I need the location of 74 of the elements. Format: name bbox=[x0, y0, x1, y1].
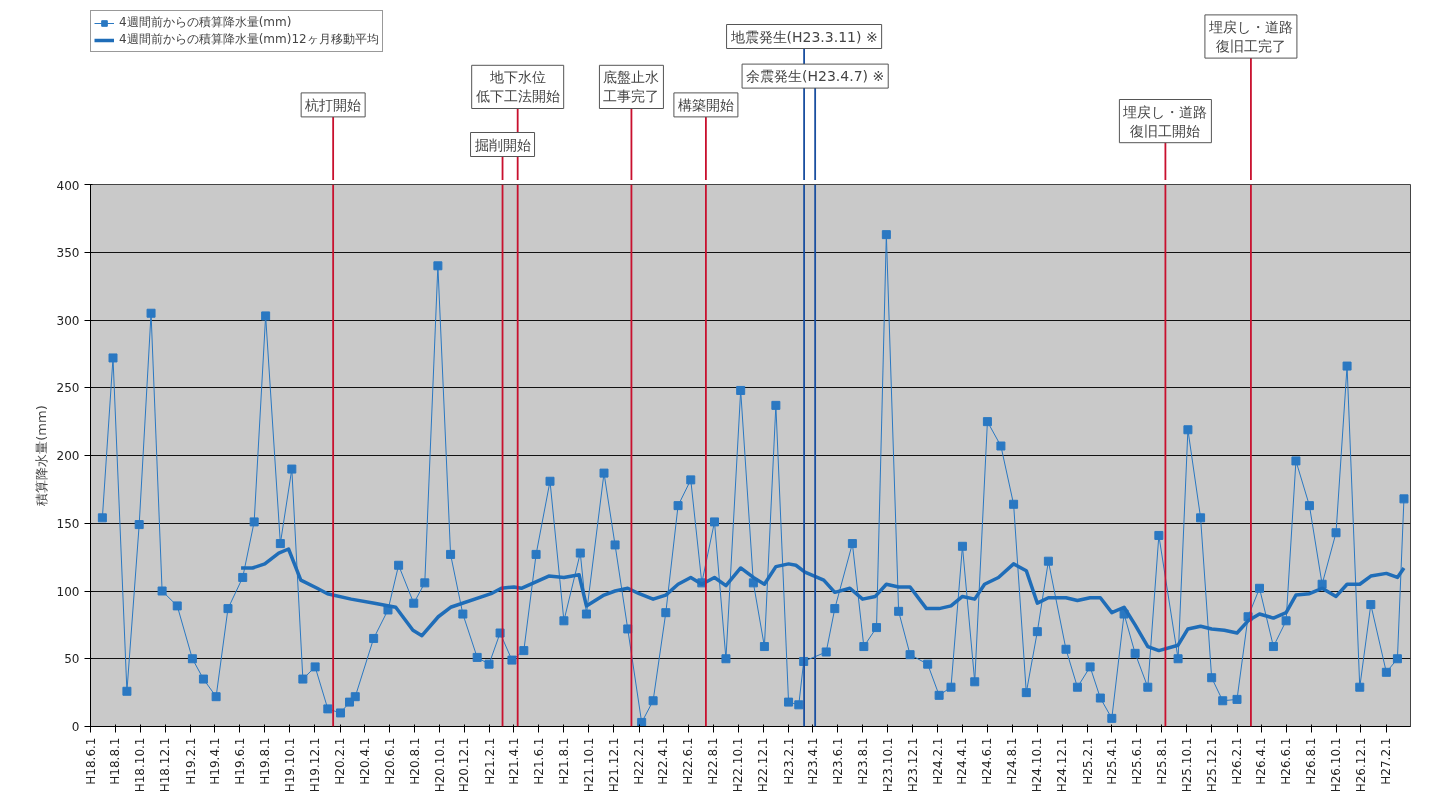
x-tick-label: H24.8.1 bbox=[1005, 737, 1020, 785]
x-tick-label: H25.2.1 bbox=[1080, 737, 1095, 785]
x-tick-label: H21.10.1 bbox=[581, 737, 596, 793]
x-tick-label: H20.6.1 bbox=[382, 737, 397, 785]
x-tick-label: H21.8.1 bbox=[556, 737, 571, 785]
x-tick-label: H24.4.1 bbox=[955, 737, 970, 785]
legend-label: 4週間前からの積算降水量(mm)12ヶ月移動平均 bbox=[119, 31, 379, 48]
x-tick-label: H22.4.1 bbox=[656, 737, 671, 785]
x-tick-label: H19.2.1 bbox=[183, 737, 198, 785]
ref-line-label: 構築開始 bbox=[677, 96, 734, 113]
y-tick-label: 200 bbox=[56, 449, 80, 463]
y-tick-label: 0 bbox=[71, 720, 80, 734]
x-tick-label: H20.12.1 bbox=[457, 737, 472, 793]
x-tick-label: H21.12.1 bbox=[606, 737, 621, 793]
x-tick-label: H22.2.1 bbox=[632, 737, 647, 785]
x-tick-label: H26.12.1 bbox=[1353, 737, 1368, 793]
ref-line-label: 余震発生(H23.4.7) ※ bbox=[746, 68, 885, 85]
legend-label: 4週間前からの積算降水量(mm) bbox=[119, 14, 292, 31]
y-tick-label: 400 bbox=[56, 178, 80, 193]
x-tick-label: H18.6.1 bbox=[83, 737, 98, 785]
x-tick-label: H25.8.1 bbox=[1154, 737, 1169, 785]
ref-line-label: 埋戻し・道路復旧工開始 bbox=[1122, 103, 1208, 139]
x-tick-label: H27.2.1 bbox=[1379, 737, 1394, 785]
x-tick-label: H19.6.1 bbox=[232, 737, 247, 785]
ref-line-label: 埋戻し・道路復旧工完了 bbox=[1207, 18, 1293, 55]
x-tick-label: H23.6.1 bbox=[830, 737, 845, 785]
x-tick-label: H26.10.1 bbox=[1329, 737, 1344, 793]
y-axis-title: 積算降水量(mm) bbox=[33, 405, 49, 506]
x-tick-label: H21.4.1 bbox=[507, 737, 521, 785]
x-tick-label: H20.10.1 bbox=[432, 737, 447, 793]
x-tick-label: H25.10.1 bbox=[1179, 737, 1194, 793]
x-tick-label: H26.4.1 bbox=[1254, 737, 1269, 785]
x-tick-label: H24.6.1 bbox=[980, 737, 995, 785]
x-tick-label: H24.2.1 bbox=[930, 737, 945, 785]
ref-line-label: 地震発生(H23.3.11) ※ bbox=[729, 28, 878, 45]
x-tick-label: H20.4.1 bbox=[357, 737, 372, 785]
x-tick-label: H18.12.1 bbox=[158, 737, 173, 793]
x-tick-label: H21.2.1 bbox=[482, 737, 497, 785]
x-tick-label: H19.8.1 bbox=[257, 737, 272, 785]
y-tick-label: 250 bbox=[56, 381, 80, 396]
x-tick-label: H24.10.1 bbox=[1030, 737, 1045, 793]
x-tick-label: H20.8.1 bbox=[407, 737, 422, 785]
x-tick-label: H21.6.1 bbox=[531, 737, 546, 785]
x-tick-label: H23.12.1 bbox=[905, 737, 920, 793]
ref-line-label: 掘削開始 bbox=[474, 136, 531, 153]
x-tick-label: H19.4.1 bbox=[207, 737, 222, 785]
y-tick-label: 50 bbox=[64, 652, 80, 667]
y-tick-label: 150 bbox=[56, 516, 80, 531]
x-tick-label: H26.2.1 bbox=[1230, 737, 1245, 785]
ref-line-label: 杭打開始 bbox=[304, 96, 362, 113]
x-tick-label: H18.8.1 bbox=[108, 737, 123, 785]
x-tick-label: H22.10.1 bbox=[731, 737, 746, 793]
ref-line-label: 地下水位低下工法開始 bbox=[475, 69, 560, 105]
x-tick-label: H24.12.1 bbox=[1055, 737, 1070, 793]
x-tick-label: H23.10.1 bbox=[880, 737, 895, 793]
x-tick-label: H22.6.1 bbox=[681, 737, 696, 785]
x-tick-label: H22.12.1 bbox=[756, 737, 771, 793]
y-tick-label: 300 bbox=[56, 313, 80, 328]
x-tick-label: H19.10.1 bbox=[282, 737, 297, 793]
ref-line-label: 底盤止水工事完了 bbox=[603, 69, 660, 105]
x-tick-label: H25.6.1 bbox=[1129, 737, 1144, 785]
x-tick-label: H25.4.1 bbox=[1104, 737, 1119, 785]
x-tick-label: H23.4.1 bbox=[805, 737, 820, 785]
x-tick-label: H26.6.1 bbox=[1279, 737, 1294, 785]
x-tick-label: H19.12.1 bbox=[307, 737, 322, 793]
x-tick-label: H25.12.1 bbox=[1204, 737, 1219, 793]
x-tick-label: H20.2.1 bbox=[333, 737, 348, 785]
y-tick-label: 350 bbox=[56, 245, 80, 260]
x-tick-label: H23.2.1 bbox=[781, 737, 796, 785]
x-tick-label: H18.10.1 bbox=[133, 737, 148, 793]
x-tick-label: H23.8.1 bbox=[855, 737, 870, 785]
y-tick-label: 100 bbox=[56, 584, 80, 599]
x-tick-label: H26.8.1 bbox=[1304, 737, 1319, 785]
x-tick-label: H22.8.1 bbox=[706, 737, 721, 785]
